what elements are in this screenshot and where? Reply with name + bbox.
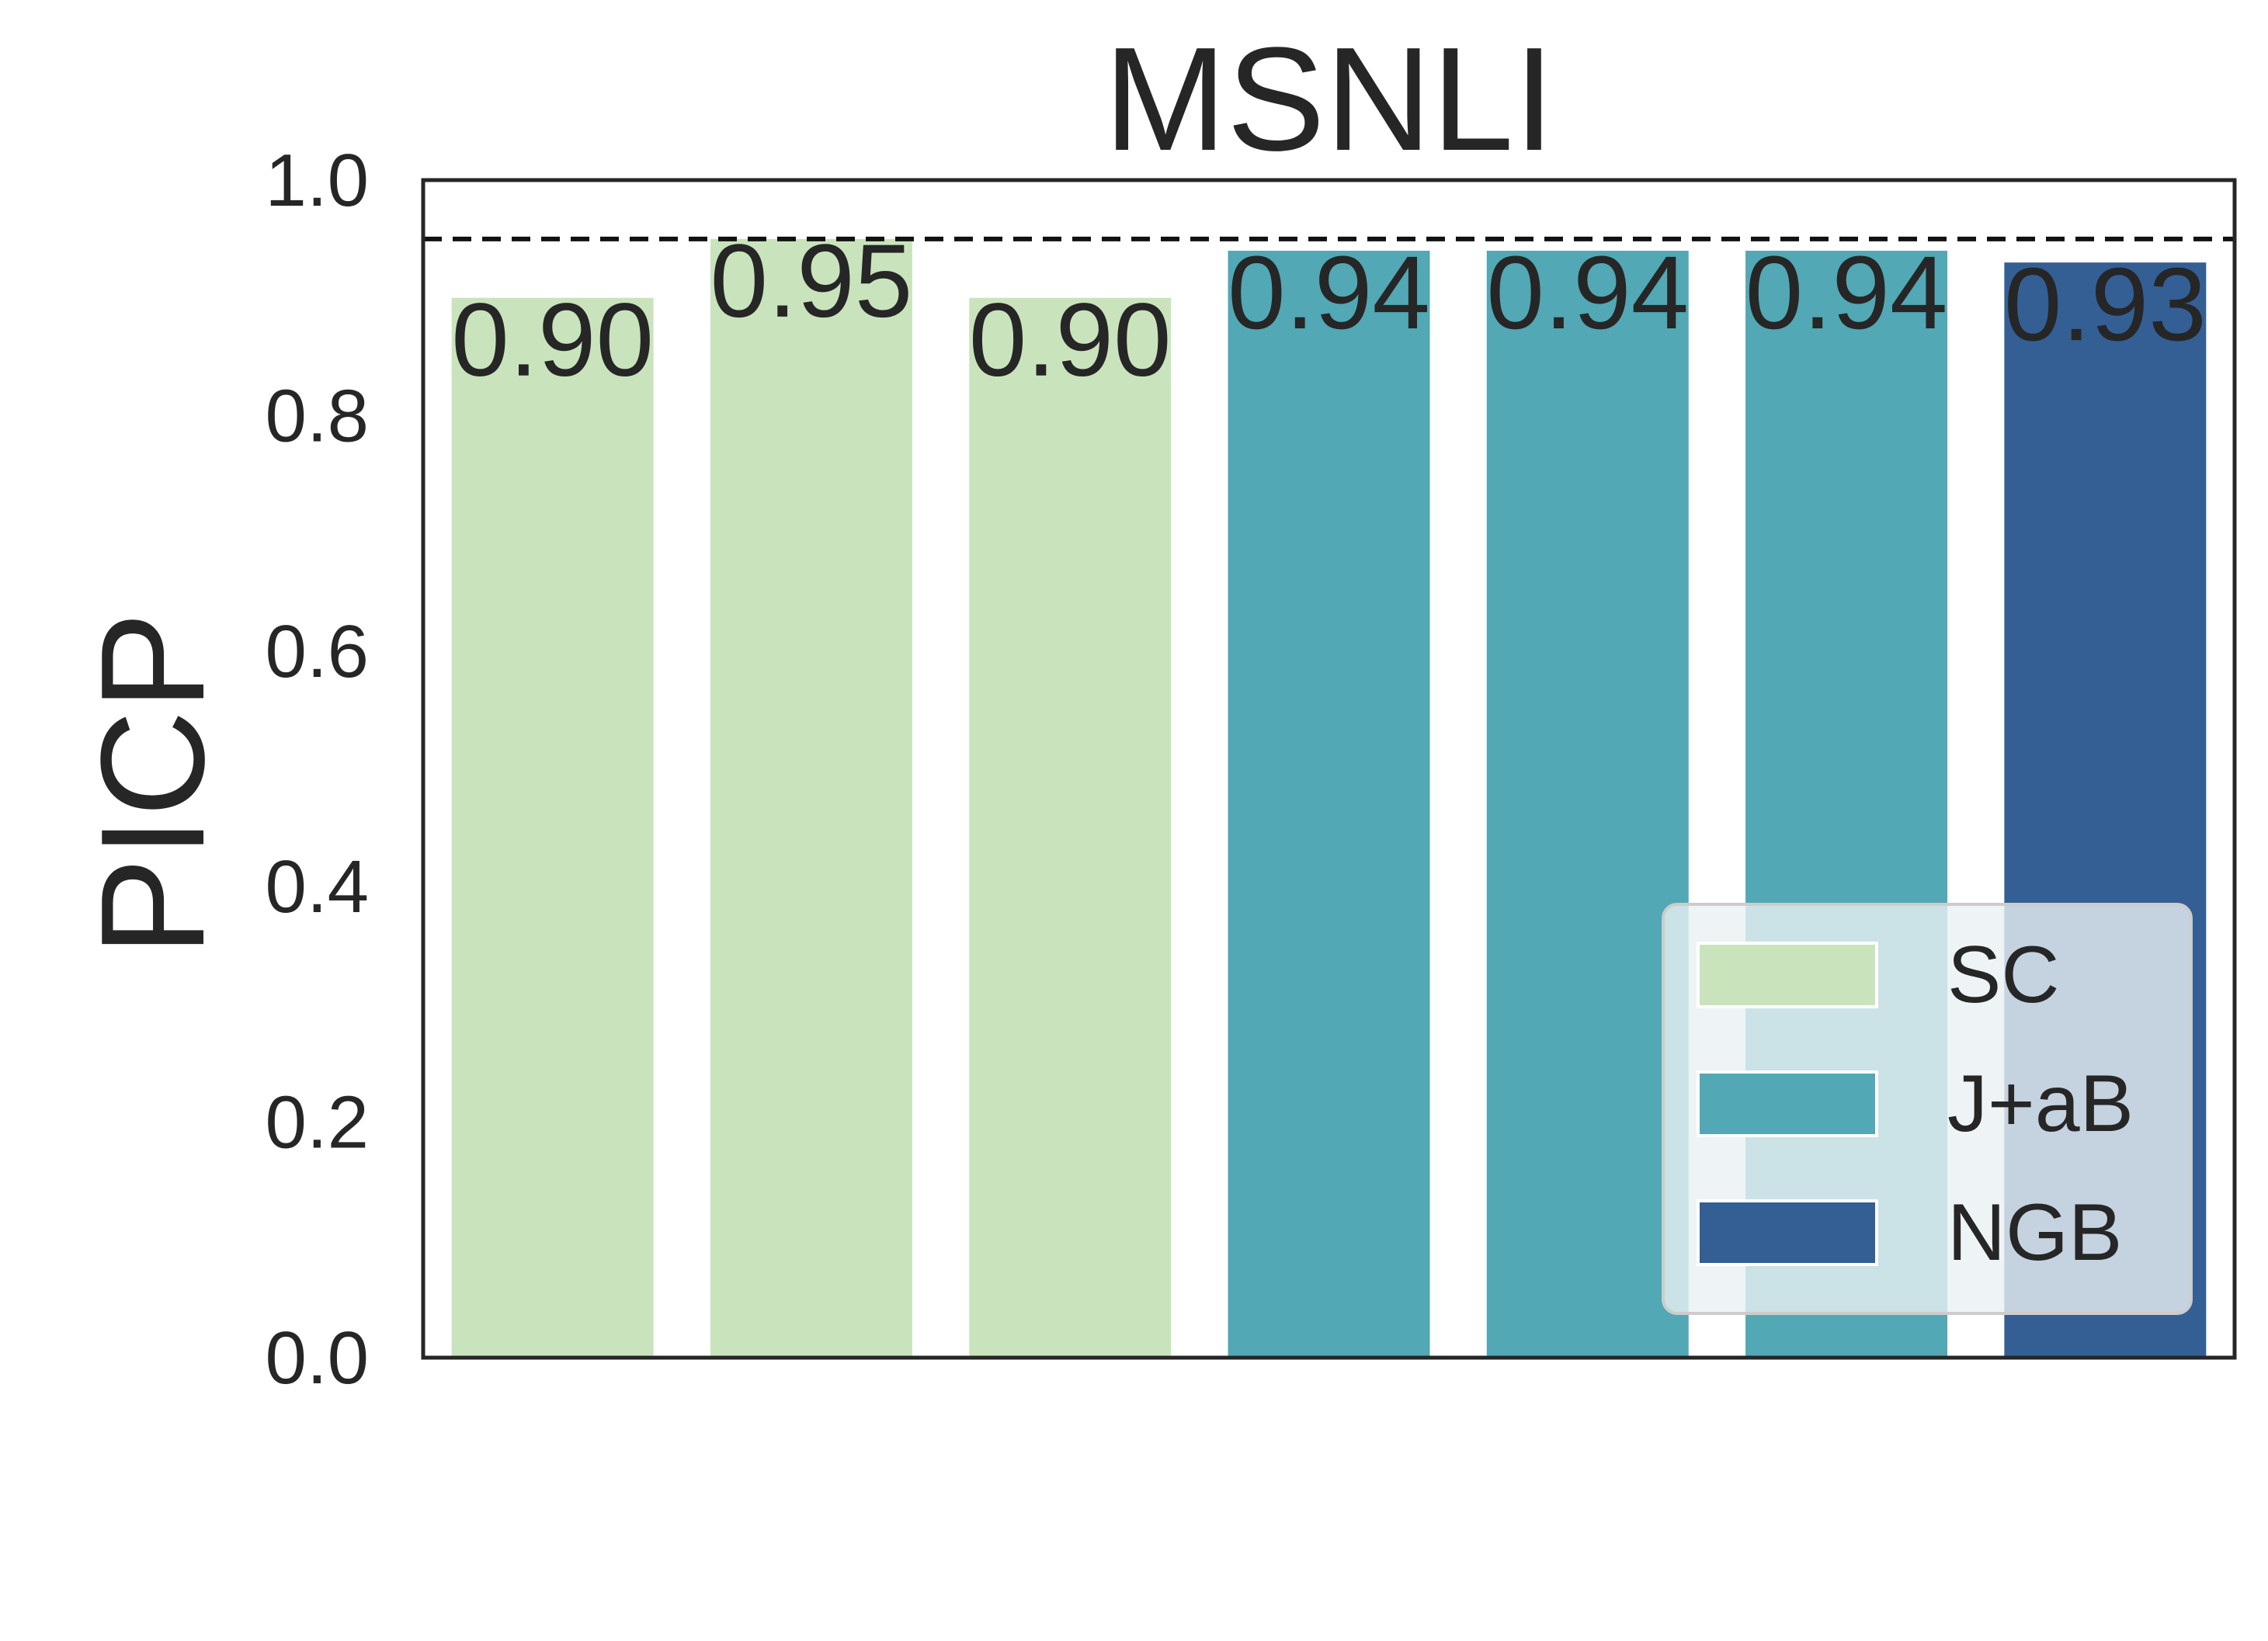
- bar: [969, 297, 1172, 1358]
- chart-title: MSNLI: [1104, 17, 1555, 182]
- y-tick-label: 0.6: [266, 610, 369, 693]
- bar-value-label: 0.93: [2004, 247, 2207, 363]
- y-tick-label: 0.0: [266, 1317, 369, 1400]
- bar: [1228, 251, 1430, 1358]
- plot-frame: [421, 178, 2237, 1360]
- legend-label: NGB: [1947, 1188, 2122, 1278]
- legend-label: J+aB: [1947, 1059, 2134, 1149]
- bars: [451, 238, 2207, 1358]
- bar-value-label: 0.90: [969, 283, 1172, 398]
- legend-swatch: [1697, 942, 1878, 1008]
- bar-value-label: 0.90: [451, 283, 654, 398]
- y-axis-label: PICP: [71, 612, 235, 956]
- y-tick-label: 0.8: [266, 374, 369, 457]
- bar-value-label: 0.95: [710, 224, 913, 339]
- bar-value-label: 0.94: [1228, 235, 1430, 351]
- legend: SC J+aB NGB: [1662, 903, 2193, 1315]
- y-tick-label: 1.0: [266, 139, 369, 222]
- bar: [451, 297, 654, 1358]
- y-tick-label: 0.4: [266, 845, 369, 928]
- legend-label: SC: [1947, 930, 2059, 1020]
- bar-value-labels: 0.90 0.95 0.90 0.94 0.94 0.94 0.93: [451, 224, 2207, 398]
- bar: [710, 238, 912, 1358]
- legend-swatch: [1697, 1199, 1878, 1266]
- y-axis-ticks: 0.0 0.2 0.4 0.6 0.8 1.0: [266, 139, 369, 1400]
- bar-value-label: 0.94: [1745, 235, 1948, 351]
- bar-value-label: 0.94: [1486, 235, 1689, 351]
- legend-swatch: [1697, 1070, 1878, 1137]
- bar: [1486, 251, 1689, 1358]
- y-tick-label: 0.2: [266, 1081, 369, 1164]
